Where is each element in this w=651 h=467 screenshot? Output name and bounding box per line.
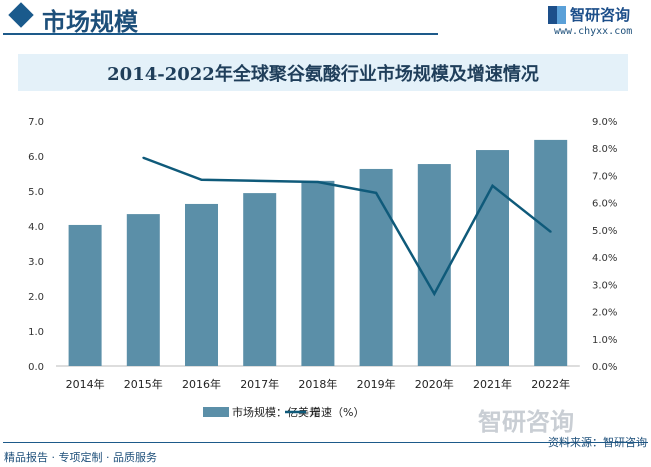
logo-icon (548, 5, 566, 24)
y-tick-label: 0.0 (28, 362, 44, 373)
x-tick-label: 2022年 (531, 377, 570, 391)
line-point (316, 180, 319, 183)
y2-tick-label: 9.0% (592, 117, 617, 128)
line-point (142, 156, 145, 159)
watermark: 智研咨询 (478, 408, 574, 436)
bar (243, 193, 277, 366)
line-point (491, 184, 494, 187)
bar (534, 139, 568, 366)
x-tick-label: 2021年 (473, 377, 512, 391)
x-tick-label: 2015年 (124, 377, 163, 391)
bar (68, 224, 102, 366)
y-tick-label: 6.0 (28, 152, 44, 163)
section-title: 市场规模 (42, 8, 138, 36)
legend-line-label: 增速（%） (310, 405, 364, 419)
y-tick-label: 7.0 (28, 117, 44, 128)
y2-tick-label: 4.0% (592, 253, 617, 264)
x-tick-label: 2018年 (298, 377, 337, 391)
source-note: 资料来源：智研咨询 (548, 436, 647, 449)
y2-tick-label: 5.0% (592, 226, 617, 237)
y-tick-label: 4.0 (28, 222, 44, 233)
footer-divider (3, 442, 648, 443)
y-tick-label: 1.0 (28, 327, 44, 338)
line-point (258, 179, 261, 182)
y2-tick-label: 3.0% (592, 280, 617, 291)
bar (417, 164, 451, 366)
y2-tick-label: 2.0% (592, 308, 617, 319)
x-tick-label: 2017年 (240, 377, 279, 391)
y-tick-label: 2.0 (28, 292, 44, 303)
header-divider (3, 33, 438, 35)
x-tick-label: 2016年 (182, 377, 221, 391)
y2-tick-label: 7.0% (592, 171, 617, 182)
chart-title-box: 2014-2022年全球聚谷氨酸行业市场规模及增速情况 (18, 54, 628, 91)
bar (126, 214, 160, 366)
chart-title: 2014-2022年全球聚谷氨酸行业市场规模及增速情况 (107, 63, 539, 85)
logo-url: www.chyxx.com (554, 26, 633, 37)
y2-tick-label: 8.0% (592, 144, 617, 155)
logo: 智研咨询 (548, 4, 630, 25)
x-tick-label: 2019年 (357, 377, 396, 391)
logo-text: 智研咨询 (570, 6, 631, 24)
y-tick-label: 3.0 (28, 257, 44, 268)
y2-tick-label: 1.0% (592, 335, 617, 346)
line-point (200, 178, 203, 181)
growth-line (142, 156, 552, 297)
y-tick-label: 5.0 (28, 187, 44, 198)
line-point (433, 292, 436, 295)
legend-bar-label: 市场规模：亿美元 (232, 405, 320, 419)
y2-tick-label: 0.0% (592, 362, 617, 373)
bar (185, 203, 218, 366)
line-point (549, 230, 552, 233)
line-point (375, 191, 378, 194)
y2-tick-label: 6.0% (592, 199, 617, 210)
legend-bar-swatch (203, 407, 229, 417)
bar (359, 168, 393, 366)
x-tick-label: 2014年 (66, 377, 105, 391)
bar (301, 180, 335, 366)
x-tick-label: 2020年 (415, 377, 454, 391)
bar (476, 150, 509, 366)
footer-slogan: 精品报告 · 专项定制 · 品质服务 (4, 451, 157, 464)
